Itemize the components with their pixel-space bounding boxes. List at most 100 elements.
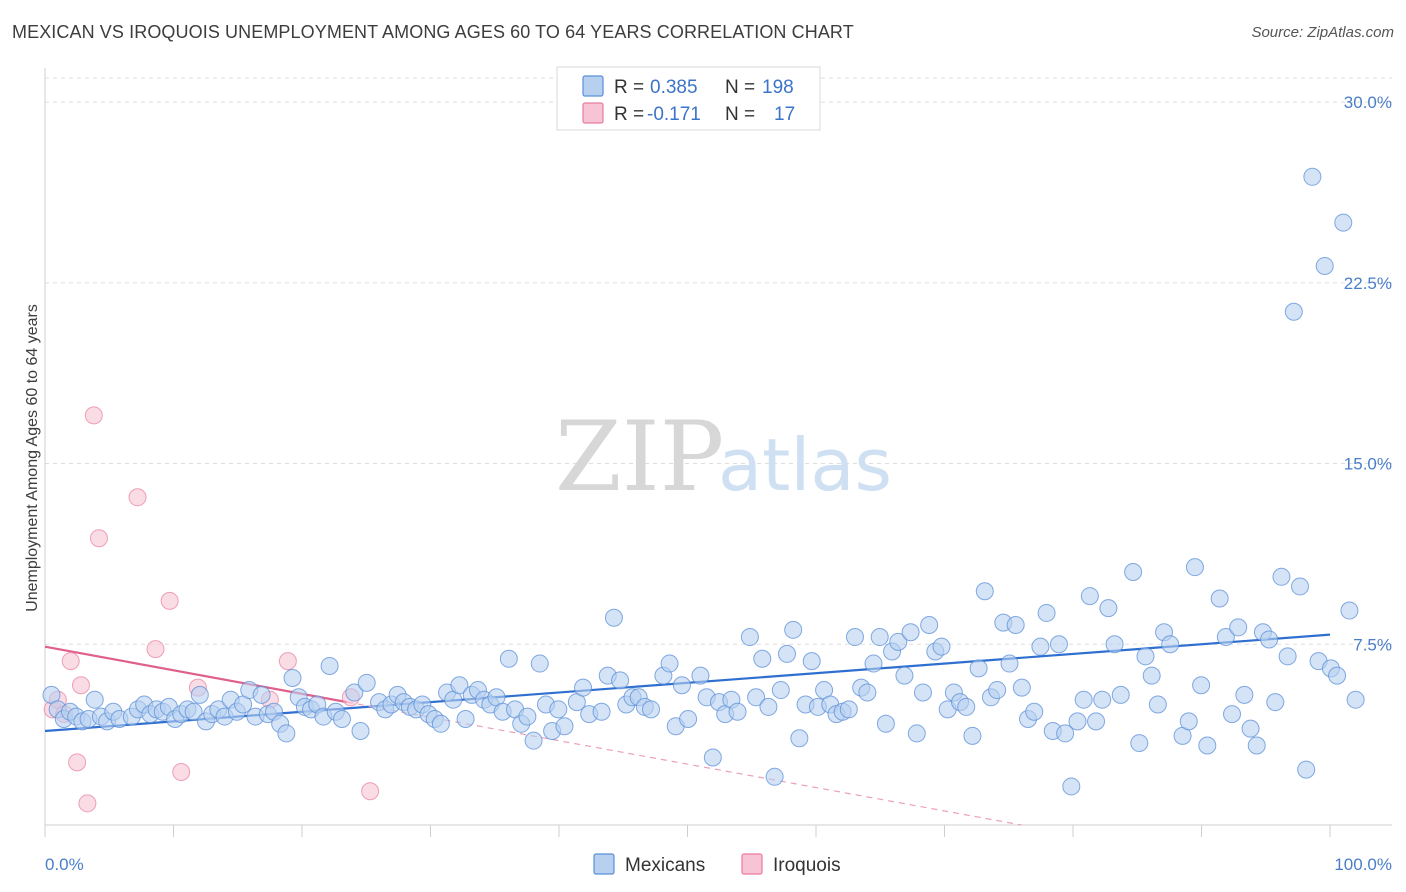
mexicans-point (549, 700, 568, 719)
mexicans-point (876, 714, 895, 733)
mexicans-point (1340, 601, 1359, 620)
iroquois-point (160, 591, 179, 610)
mexicans-point (555, 717, 574, 736)
points-layer (42, 167, 1365, 813)
mexicans-point (431, 714, 450, 733)
mexicans-point (499, 649, 518, 668)
mexicans-point (802, 652, 821, 671)
legend-n-label-2: N = (725, 104, 755, 125)
trend-layer (44, 633, 1331, 826)
mexicans-point (1056, 724, 1075, 743)
mexicans-point (1223, 705, 1242, 724)
mexicans-point (870, 628, 889, 647)
watermark: ZIP atlas (555, 401, 892, 513)
mexicans-point (672, 676, 691, 695)
legend-swatch-mexicans (582, 75, 604, 97)
mexicans-point (85, 690, 104, 709)
mexicans-point (845, 628, 864, 647)
legend-r-label-1: R = (614, 77, 644, 98)
mexicans-point (975, 582, 994, 601)
mexicans-point (1179, 712, 1198, 731)
mexicans-point (913, 683, 932, 702)
x-tick-label: 0.0% (45, 855, 84, 874)
iroquois-point (78, 794, 97, 813)
mexicans-point (1303, 167, 1322, 186)
mexicans-point (1124, 562, 1143, 581)
mexicans-point (920, 615, 939, 634)
y-tick-label: 22.5% (1344, 274, 1392, 293)
mexicans-point (907, 724, 926, 743)
mexicans-point (777, 644, 796, 663)
mexicans-point (345, 683, 364, 702)
iroquois-point (68, 753, 87, 772)
grid-layer (45, 77, 1392, 645)
iroquois-point (61, 652, 80, 671)
mexicans-point (1099, 599, 1118, 618)
y-tick-label: 7.5% (1353, 635, 1392, 654)
iroquois-point (361, 782, 380, 801)
mexicans-point (604, 608, 623, 627)
iroquois-point (128, 488, 147, 507)
iroquois-point (146, 640, 165, 659)
bottom-legend-swatch-mexicans (593, 853, 615, 875)
bottom-legend-swatch-iroquois (741, 853, 763, 875)
mexicans-point (642, 700, 661, 719)
mexicans-point (277, 724, 296, 743)
mexicans-point (988, 681, 1007, 700)
mexicans-point (1161, 635, 1180, 654)
mexicans-point (1284, 302, 1303, 321)
mexicans-point (1136, 647, 1155, 666)
mexicans-point (1272, 567, 1291, 586)
mexicans-point (765, 767, 784, 786)
mexicans-point (1049, 635, 1068, 654)
mexicans-point (190, 685, 209, 704)
mexicans-point (1012, 678, 1031, 697)
mexicans-point (1247, 736, 1266, 755)
mexicans-point (1192, 676, 1211, 695)
legend-r-value-2: -0.171 (647, 104, 701, 125)
mexicans-point (1291, 577, 1310, 596)
mexicans-point (858, 683, 877, 702)
mexicans-point (1068, 712, 1087, 731)
mexicans-point (889, 632, 908, 651)
mexicans-point (747, 688, 766, 707)
mexicans-point (456, 709, 475, 728)
mexicans-point (518, 707, 537, 726)
mexicans-point (839, 700, 858, 719)
mexicans-point (759, 697, 778, 716)
mexicans-point (784, 620, 803, 639)
mexicans-point (1037, 603, 1056, 622)
mexicans-point (1210, 589, 1229, 608)
mexicans-point (1266, 693, 1285, 712)
mexicans-point (790, 729, 809, 748)
y-axis-label: Unemployment Among Ages 60 to 64 years (24, 304, 41, 612)
mexicans-point (1328, 666, 1347, 685)
mexicans-point (1334, 213, 1353, 232)
mexicans-point (1241, 719, 1260, 738)
mexicans-point (1000, 654, 1019, 673)
mexicans-point (1074, 690, 1093, 709)
y-tick-label: 15.0% (1344, 455, 1392, 474)
mexicans-point (611, 671, 630, 690)
mexicans-point (524, 731, 543, 750)
mexicans-point (1111, 685, 1130, 704)
iroquois-point (278, 652, 297, 671)
mexicans-point (450, 676, 469, 695)
mexicans-point (1278, 647, 1297, 666)
mexicans-point (574, 678, 593, 697)
mexicans-point (1346, 690, 1365, 709)
mexicans-point (969, 659, 988, 678)
axes-layer: 7.5% 15.0% 22.5% 30.0% 0.0% 100.0% (44, 68, 1392, 874)
chart-title: MEXICAN VS IROQUOIS UNEMPLOYMENT AMONG A… (12, 22, 854, 42)
mexicans-point (332, 709, 351, 728)
mexicans-point (357, 673, 376, 692)
legend-r-value-1: 0.385 (650, 77, 698, 98)
mexicans-point (1062, 777, 1081, 796)
mexicans-point (771, 681, 790, 700)
mexicans-point (184, 702, 203, 721)
mexicans-point (1185, 558, 1204, 577)
mexicans-point (592, 702, 611, 721)
watermark-zip: ZIP (555, 401, 724, 513)
mexicans-point (660, 654, 679, 673)
